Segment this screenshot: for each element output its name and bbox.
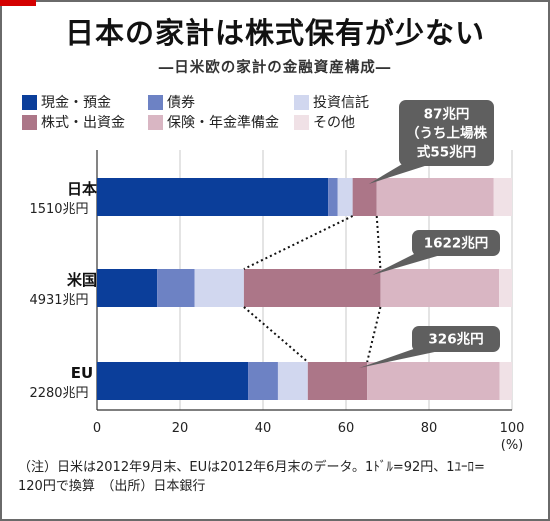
chart-title: 日本の家計は株式保有が少ない bbox=[64, 16, 485, 50]
bar-segment-equities bbox=[307, 362, 368, 400]
bar-segment-other bbox=[493, 178, 512, 216]
category-total: 2280兆円 bbox=[29, 386, 88, 401]
bar-segment-bonds bbox=[328, 178, 338, 216]
x-tick-label: 40 bbox=[255, 421, 272, 436]
legend-label-bonds: 債券 bbox=[167, 95, 195, 111]
legend-swatch-equities bbox=[22, 114, 37, 130]
bar-segment-investment_trusts bbox=[277, 362, 308, 400]
x-tick-label: 60 bbox=[338, 421, 355, 436]
equity-connector-line bbox=[375, 215, 382, 270]
callout-box bbox=[412, 326, 500, 352]
legend-item-other: その他 bbox=[294, 112, 355, 132]
legend-swatch-investment-trusts bbox=[294, 94, 309, 110]
legend-item-investment-trusts: 投資信託 bbox=[294, 92, 369, 112]
legend-swatch-other bbox=[294, 114, 309, 130]
x-tick-label: 0 bbox=[93, 421, 101, 436]
category-label: 日本 bbox=[67, 180, 97, 198]
category-total: 4931兆円 bbox=[29, 293, 88, 308]
callout-label: 87兆円 bbox=[424, 107, 470, 123]
x-tick-label: 20 bbox=[172, 421, 189, 436]
bar-segment-cash_deposits bbox=[97, 269, 158, 307]
bar-segment-insurance_pension bbox=[380, 269, 500, 307]
x-axis-unit: (%) bbox=[501, 438, 524, 453]
category-total: 1510兆円 bbox=[29, 202, 88, 217]
equity-connector-line bbox=[366, 306, 382, 363]
footnote: （注）日米は2012年9月末、EUは2012年6月末のデータ。1ﾄﾞﾙ=92円、… bbox=[18, 458, 533, 496]
bar-segment-bonds bbox=[157, 269, 195, 307]
callout-label: 式55兆円 bbox=[417, 144, 476, 161]
legend-swatch-bonds bbox=[148, 94, 163, 110]
legend-label-other: その他 bbox=[313, 115, 355, 131]
bar-segment-insurance_pension bbox=[367, 362, 500, 400]
legend-swatch-insurance-pension bbox=[148, 114, 163, 130]
x-tick-label: 100 bbox=[500, 421, 525, 436]
legend-label-cash-deposits: 現金・預金 bbox=[41, 95, 111, 111]
callout-label: （うち上場株 bbox=[406, 125, 487, 142]
footnote-line-1: （注）日米は2012年9月末、EUは2012年6月末のデータ。1ﾄﾞﾙ=92円、… bbox=[18, 460, 485, 475]
equity-connector-line bbox=[243, 215, 354, 270]
legend-item-cash-deposits: 現金・預金 bbox=[22, 92, 111, 112]
legend-label-investment-trusts: 投資信託 bbox=[313, 95, 369, 111]
legend-swatch-cash-deposits bbox=[22, 94, 37, 110]
red-accent-tab bbox=[0, 0, 36, 6]
bar-segment-equities bbox=[243, 269, 381, 307]
callout-label: 1622兆円 bbox=[424, 236, 489, 252]
bar-segment-bonds bbox=[248, 362, 278, 400]
callout-box bbox=[412, 230, 500, 256]
bar-segment-cash_deposits bbox=[97, 178, 329, 216]
callout-label: 326兆円 bbox=[428, 332, 483, 348]
legend-label-equities: 株式・出資金 bbox=[41, 115, 125, 131]
bar-segment-other bbox=[499, 269, 512, 307]
footnote-line-2: 120円で換算 （出所）日本銀行 bbox=[18, 479, 206, 494]
x-tick-label: 80 bbox=[421, 421, 438, 436]
bar-segment-insurance_pension bbox=[376, 178, 494, 216]
callout-pointer bbox=[372, 250, 444, 275]
equity-connector-line bbox=[243, 306, 309, 363]
category-label: 米国 bbox=[67, 271, 97, 289]
category-label: EU bbox=[71, 364, 93, 382]
legend-item-insurance-pension: 保険・年金準備金 bbox=[148, 112, 279, 132]
bar-segment-equities bbox=[352, 178, 377, 216]
legend-item-equities: 株式・出資金 bbox=[22, 112, 125, 132]
bar-segment-cash_deposits bbox=[97, 362, 249, 400]
legend-item-bonds: 債券 bbox=[148, 92, 195, 112]
bar-segment-investment_trusts bbox=[194, 269, 244, 307]
bar-segment-investment_trusts bbox=[337, 178, 353, 216]
legend-label-insurance-pension: 保険・年金準備金 bbox=[167, 115, 279, 131]
chart-subtitle: ―日米欧の家計の金融資産構成― bbox=[158, 60, 392, 76]
bar-segment-other bbox=[499, 362, 512, 400]
callout-box bbox=[399, 100, 494, 166]
